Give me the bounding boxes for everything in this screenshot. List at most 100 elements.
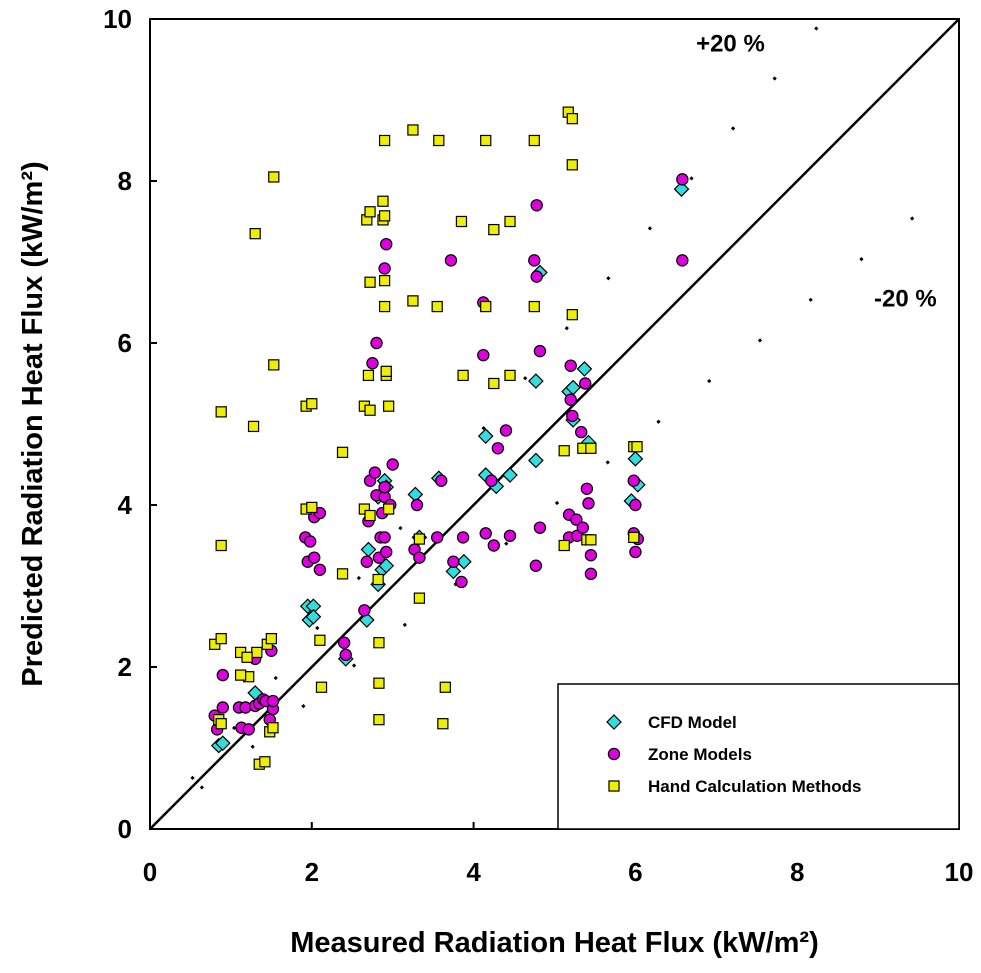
y-tick-label: 4 <box>118 490 133 520</box>
x-tick-label: 10 <box>945 857 974 887</box>
data-points <box>208 106 690 770</box>
data-point <box>433 134 445 147</box>
data-point <box>339 648 352 662</box>
data-point <box>373 714 385 726</box>
data-point <box>259 756 271 768</box>
data-point <box>383 400 395 412</box>
x-tick-label: 2 <box>305 857 319 887</box>
data-point <box>530 199 543 212</box>
data-point <box>528 452 544 469</box>
data-point <box>676 254 689 267</box>
data-point <box>215 406 227 418</box>
data-point <box>580 482 594 495</box>
legend-label: Hand Calculation Methods <box>648 777 861 796</box>
data-point <box>378 300 391 313</box>
data-point <box>533 344 547 358</box>
data-point <box>337 636 351 649</box>
data-point <box>368 466 382 479</box>
data-point <box>378 262 391 275</box>
data-point <box>447 555 460 568</box>
data-point <box>566 309 578 321</box>
data-point <box>336 568 349 580</box>
data-point <box>377 195 389 207</box>
data-point <box>214 735 231 751</box>
data-point <box>504 215 516 228</box>
data-point <box>407 124 419 136</box>
data-point <box>628 531 640 544</box>
data-point <box>528 254 541 267</box>
data-point <box>631 441 643 453</box>
data-point <box>380 365 392 377</box>
data-point <box>488 377 500 390</box>
data-point <box>268 171 280 183</box>
data-point <box>579 377 592 390</box>
y-tick-label: 8 <box>118 166 132 196</box>
data-point <box>488 223 500 236</box>
data-point <box>306 398 318 410</box>
reference-lines <box>148 18 960 831</box>
data-point <box>584 567 598 581</box>
data-point <box>380 545 393 559</box>
annotation-minus-20: -20 % <box>874 286 937 313</box>
annotation-plus-20: +20 % <box>696 30 765 57</box>
data-point <box>268 359 280 371</box>
data-point <box>234 669 247 681</box>
data-point <box>383 503 395 515</box>
data-point <box>530 270 543 283</box>
data-point <box>582 497 595 510</box>
data-point <box>533 521 547 534</box>
data-point <box>373 677 385 689</box>
data-point <box>373 637 385 649</box>
legend-box <box>557 683 960 830</box>
data-point <box>364 206 376 218</box>
x-tick-label: 8 <box>790 857 804 887</box>
data-point <box>413 533 426 545</box>
data-point <box>566 159 578 171</box>
x-axis-title: Measured Radiation Heat Flux (kW/m²) <box>290 927 819 959</box>
data-point <box>584 549 598 562</box>
x-tick-label: 0 <box>143 857 157 887</box>
data-point <box>585 534 597 546</box>
data-point <box>491 442 505 455</box>
data-point <box>558 539 570 552</box>
data-point <box>629 545 642 559</box>
data-point <box>502 467 518 483</box>
data-point <box>503 529 517 542</box>
data-point <box>499 424 513 437</box>
data-point <box>216 701 230 714</box>
data-point <box>457 369 469 382</box>
x-tick-label: 4 <box>466 857 481 887</box>
legend-marker <box>608 780 620 792</box>
data-point <box>215 539 227 552</box>
data-point <box>364 509 376 522</box>
data-point <box>407 295 419 307</box>
data-point <box>456 553 472 570</box>
data-point <box>249 228 261 240</box>
data-point <box>456 531 470 544</box>
data-point <box>480 300 492 313</box>
data-point <box>216 668 230 682</box>
data-point <box>378 274 391 287</box>
data-point <box>358 604 371 617</box>
data-point <box>313 563 327 577</box>
data-point <box>413 592 426 604</box>
legend: CFD Model Zone Models Hand Calculation Met… <box>557 683 960 830</box>
data-point <box>364 404 376 416</box>
data-point <box>529 559 543 572</box>
data-point <box>358 503 371 515</box>
data-point <box>439 681 451 693</box>
data-point <box>566 112 578 125</box>
data-point <box>576 361 593 377</box>
data-point <box>480 134 492 147</box>
data-point <box>528 134 540 147</box>
data-point <box>528 373 544 389</box>
data-point <box>629 498 642 512</box>
data-point <box>315 681 328 693</box>
legend-label: CFD Model <box>648 713 737 732</box>
y-axis-title: Predicted Radiation Heat Flux (kW/m²) <box>17 161 49 686</box>
data-point <box>455 215 468 228</box>
data-point <box>372 573 384 586</box>
data-point <box>378 531 391 544</box>
data-point <box>444 254 458 267</box>
